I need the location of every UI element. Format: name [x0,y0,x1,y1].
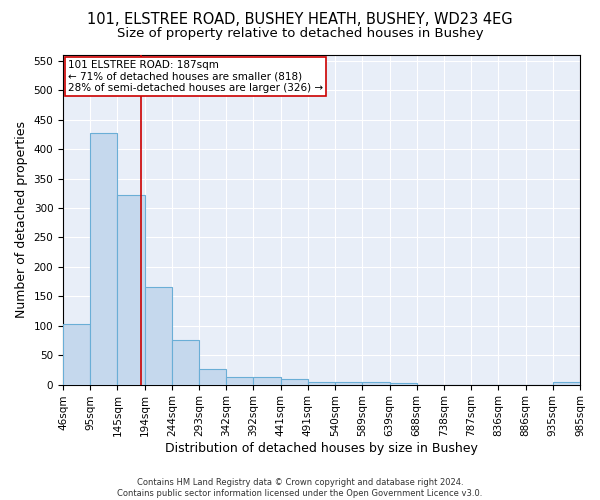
Bar [253,377,281,384]
Text: 101, ELSTREE ROAD, BUSHEY HEATH, BUSHEY, WD23 4EG: 101, ELSTREE ROAD, BUSHEY HEATH, BUSHEY,… [87,12,513,28]
X-axis label: Distribution of detached houses by size in Bushey: Distribution of detached houses by size … [165,442,478,455]
Bar [145,288,172,384]
Bar [308,382,335,384]
Bar [362,382,389,384]
Text: Size of property relative to detached houses in Bushey: Size of property relative to detached ho… [116,28,484,40]
Bar [90,132,118,384]
Text: Contains HM Land Registry data © Crown copyright and database right 2024.
Contai: Contains HM Land Registry data © Crown c… [118,478,482,498]
Bar [172,340,199,384]
Text: 101 ELSTREE ROAD: 187sqm
← 71% of detached houses are smaller (818)
28% of semi-: 101 ELSTREE ROAD: 187sqm ← 71% of detach… [68,60,323,93]
Bar [281,380,308,384]
Bar [226,377,253,384]
Bar [118,195,145,384]
Bar [553,382,580,384]
Bar [63,324,90,384]
Bar [199,368,226,384]
Y-axis label: Number of detached properties: Number of detached properties [15,122,28,318]
Bar [335,382,362,384]
